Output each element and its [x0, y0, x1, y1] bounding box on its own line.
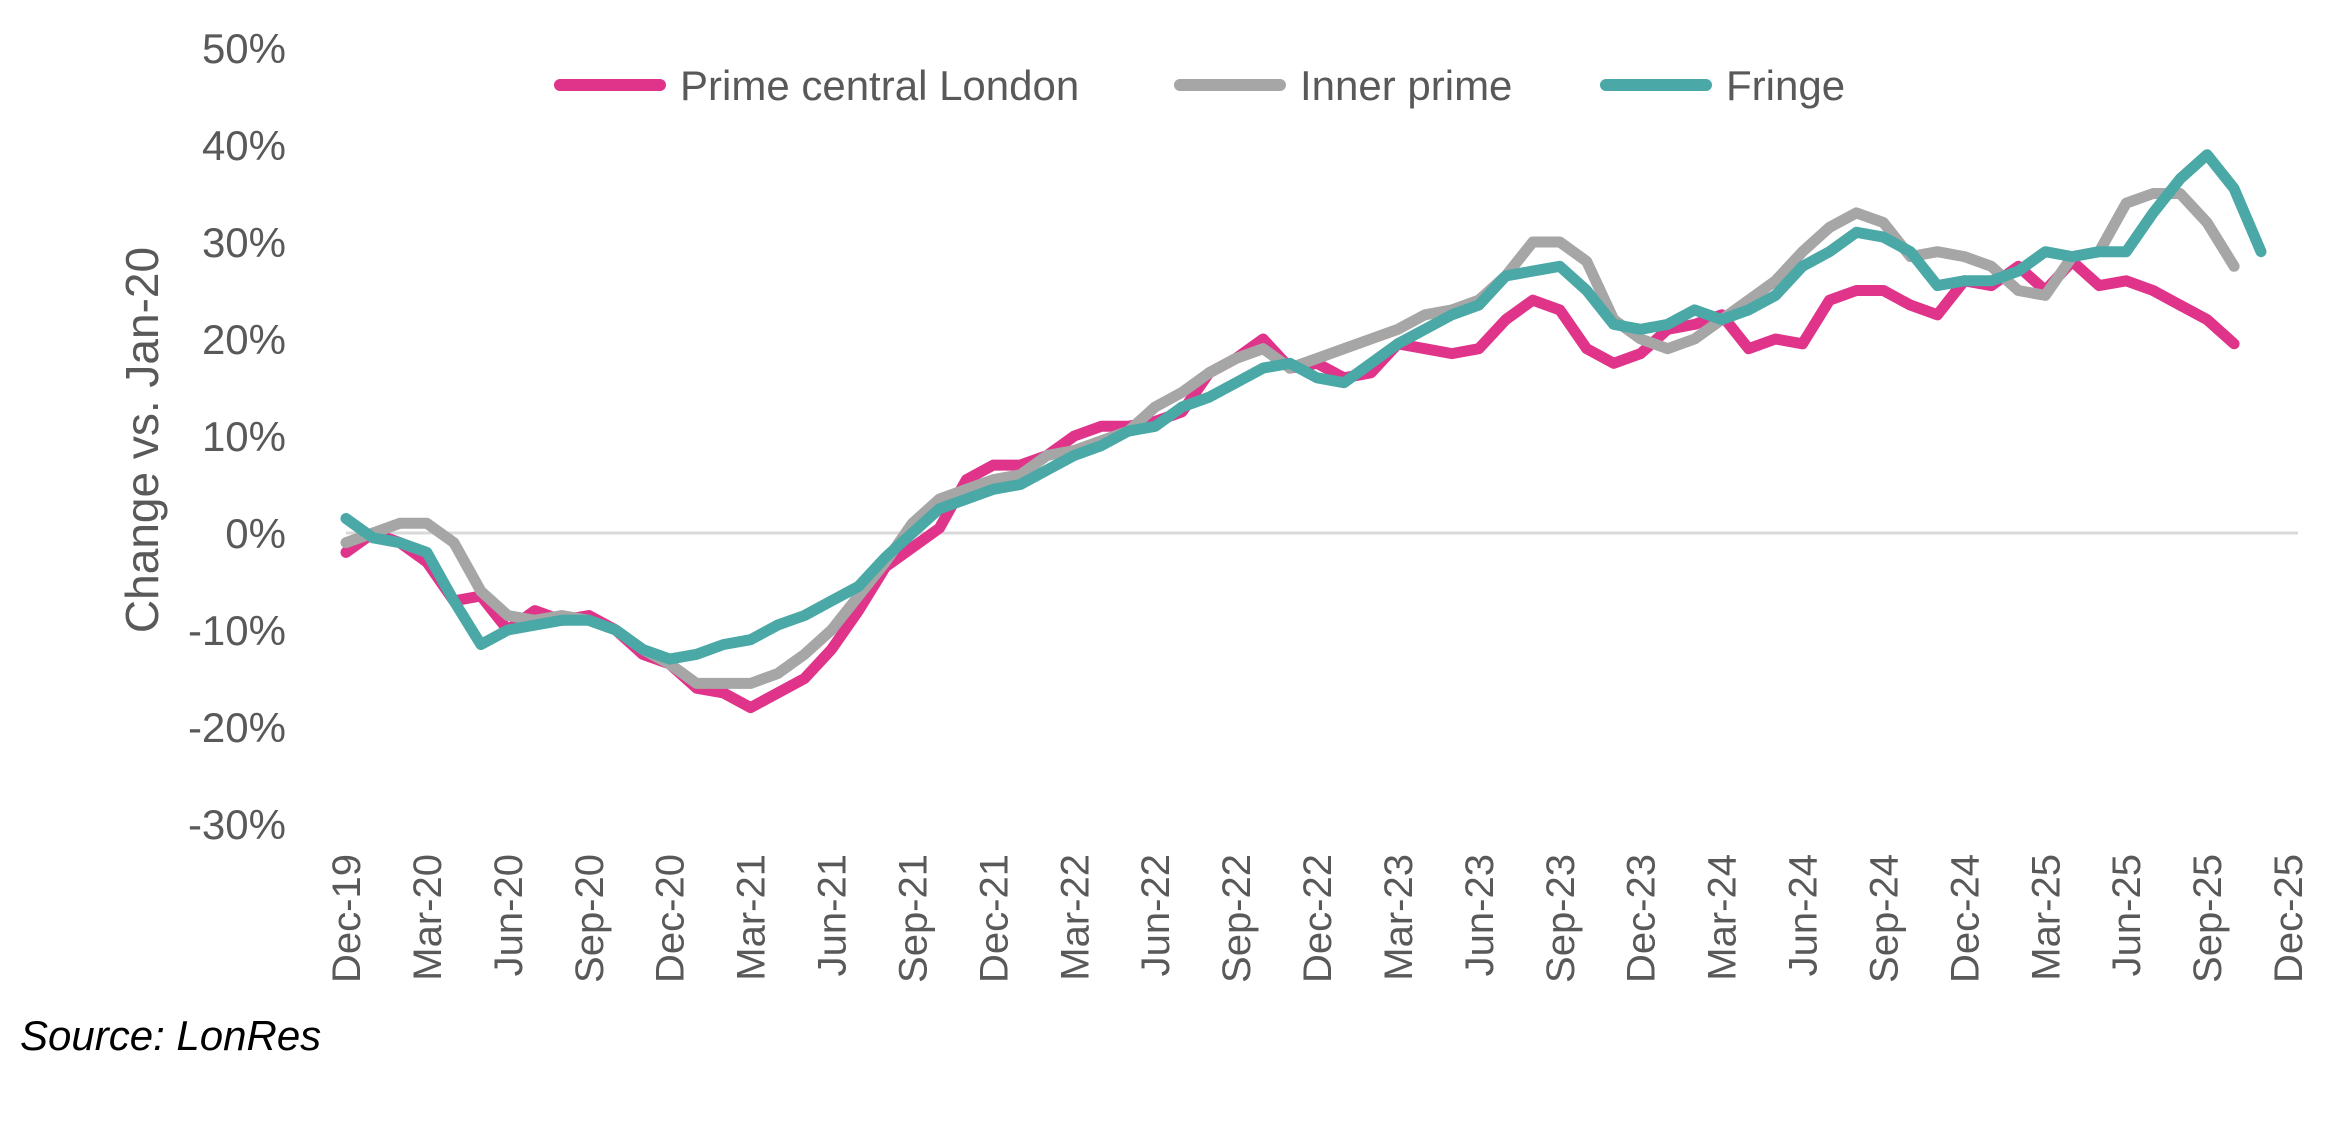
x-tick-label: Jun-24 — [1782, 854, 1826, 976]
legend-label-fringe: Fringe — [1726, 62, 1845, 109]
series-group — [340, 149, 2267, 714]
source-note: Source: LonRes — [20, 1012, 322, 1059]
y-tick-label: 30% — [202, 219, 286, 266]
x-tick-label: Sep-23 — [1539, 854, 1583, 983]
y-tick-label: -30% — [188, 801, 286, 848]
x-tick-label: Dec-23 — [1620, 854, 1664, 983]
series-line-inner-prime — [340, 188, 2240, 689]
y-axis-title: Change vs. Jan-20 — [116, 247, 168, 633]
legend-label-inner-prime: Inner prime — [1300, 62, 1512, 109]
x-tick-label: Dec-24 — [1943, 854, 1987, 983]
y-tick-label: 40% — [202, 122, 286, 169]
y-tick-label: 50% — [202, 25, 286, 72]
x-tick-label: Mar-25 — [2024, 854, 2068, 981]
x-tick-label: Dec-22 — [1296, 854, 1340, 983]
x-tick-label: Sep-25 — [2186, 854, 2230, 983]
x-tick-label: Sep-21 — [891, 854, 935, 983]
x-tick-label: Mar-23 — [1377, 854, 1421, 981]
x-tick-label: Dec-20 — [649, 854, 693, 983]
x-tick-label: Jun-23 — [1458, 854, 1502, 976]
y-tick-label: 0% — [225, 510, 286, 557]
x-tick-label: Jun-21 — [811, 854, 855, 976]
y-tick-label: 20% — [202, 316, 286, 363]
legend-label-prime-central-london: Prime central London — [680, 62, 1079, 109]
x-tick-label: Mar-20 — [406, 854, 450, 981]
x-tick-label: Jun-20 — [487, 854, 531, 976]
x-tick-label: Sep-22 — [1215, 854, 1259, 983]
y-tick-label: -10% — [188, 607, 286, 654]
x-tick-label: Mar-21 — [730, 854, 774, 981]
x-tick-label: Mar-24 — [1701, 854, 1745, 981]
y-tick-label: 10% — [202, 413, 286, 460]
x-tick-label: Jun-25 — [2105, 854, 2149, 976]
x-tick-label: Sep-24 — [1862, 854, 1906, 983]
x-tick-label: Dec-21 — [972, 854, 1016, 983]
x-tick-label: Dec-19 — [325, 854, 369, 983]
x-tick-label: Sep-20 — [568, 854, 612, 983]
x-tick-label: Dec-25 — [2267, 854, 2311, 983]
y-axis-ticks: 50% 40% 30% 20% 10% 0% -10% -20% -30% — [188, 25, 286, 848]
y-axis-title-group: Change vs. Jan-20 — [116, 247, 168, 633]
y-tick-label: -20% — [188, 704, 286, 751]
x-tick-label: Jun-22 — [1134, 854, 1178, 976]
x-tick-label: Mar-22 — [1053, 854, 1097, 981]
x-axis-ticks: Dec-19 Mar-20 Jun-20 Sep-20 Dec-20 Mar-21 Jun-… — [325, 854, 2311, 983]
series-line-fringe — [340, 149, 2267, 665]
legend: Prime central London Inner prime Fringe — [554, 62, 1845, 109]
